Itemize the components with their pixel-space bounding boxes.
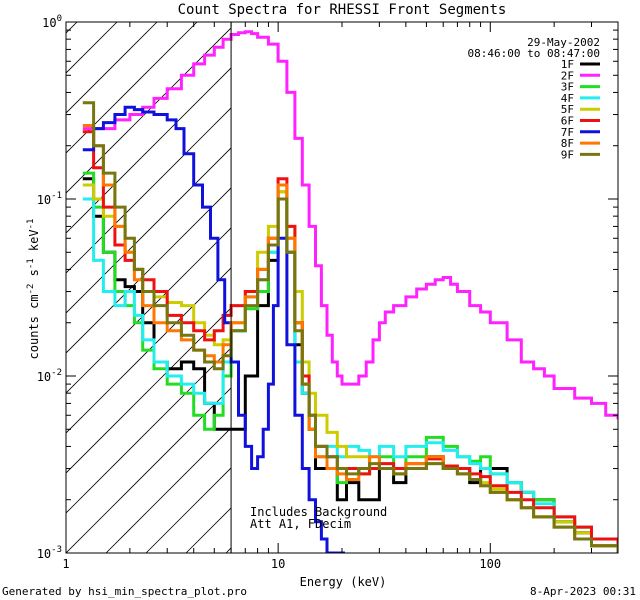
hatch-line [66, 27, 232, 194]
series-line-9f [82, 101, 618, 553]
hatch-line [66, 227, 232, 394]
footer-generated-by: Generated by hsi_min_spectra_plot.pro [2, 585, 247, 598]
hatch-line [306, 0, 640, 553]
axis-ticks: 1 10 100 10-3 10-2 10-1 100 [37, 14, 619, 571]
footer-timestamp: 8-Apr-2023 00:31 [530, 585, 636, 598]
chart-title: Count Spectra for RHESSI Front Segments [178, 2, 507, 18]
series-lines [82, 30, 618, 553]
legend-label-2f: 2F [561, 69, 574, 82]
x-tick-label: 100 [479, 557, 501, 571]
hatch-line [66, 107, 232, 274]
x-tick-label: 1 [62, 557, 69, 571]
legend-label-8f: 8F [561, 137, 574, 150]
hatch-line [66, 22, 78, 34]
annotation-attenuator: Att A1, FDecim [250, 517, 351, 531]
y-tick-label: 10-3 [37, 545, 62, 561]
x-axis-label: Energy (keV) [300, 575, 387, 589]
legend-label-9f: 9F [561, 148, 574, 161]
series-line-6f [82, 130, 618, 553]
legend-label-5f: 5F [561, 103, 574, 116]
legend-label-3f: 3F [561, 81, 574, 94]
y-tick-label: 10-1 [37, 191, 62, 207]
legend-time-range: 08:46:00 to 08:47:00 [468, 47, 600, 60]
hatch-line [66, 22, 158, 114]
hatch-line [66, 307, 232, 474]
hatch-line [66, 387, 232, 553]
hatch-line [66, 267, 232, 434]
series-line-8f [82, 124, 618, 553]
hatch-line [386, 0, 640, 553]
legend-label-4f: 4F [561, 92, 574, 105]
hatch-line [66, 347, 232, 514]
hatch-line [66, 22, 118, 74]
hatch-line [66, 187, 232, 354]
annotation-background: Includes Background [250, 505, 387, 519]
series-line-7f [82, 105, 345, 553]
series-line-1f [82, 177, 618, 553]
legend-label-6f: 6F [561, 115, 574, 128]
series-line-2f [82, 30, 618, 420]
hatch-line [346, 0, 640, 553]
hatch-line [105, 427, 232, 553]
hatch-line [0, 0, 106, 553]
hatch-line [66, 22, 198, 154]
x-tick-label: 10 [271, 557, 285, 571]
y-axis-label: counts cm-2 s-1 keV-1 [26, 219, 41, 360]
y-tick-label: 10-2 [37, 368, 62, 384]
legend-label-1f: 1F [561, 58, 574, 71]
legend-date: 29-May-2002 [527, 36, 600, 49]
y-tick-label: 100 [42, 14, 62, 30]
hatch-line [66, 147, 232, 314]
legend-label-7f: 7F [561, 126, 574, 139]
